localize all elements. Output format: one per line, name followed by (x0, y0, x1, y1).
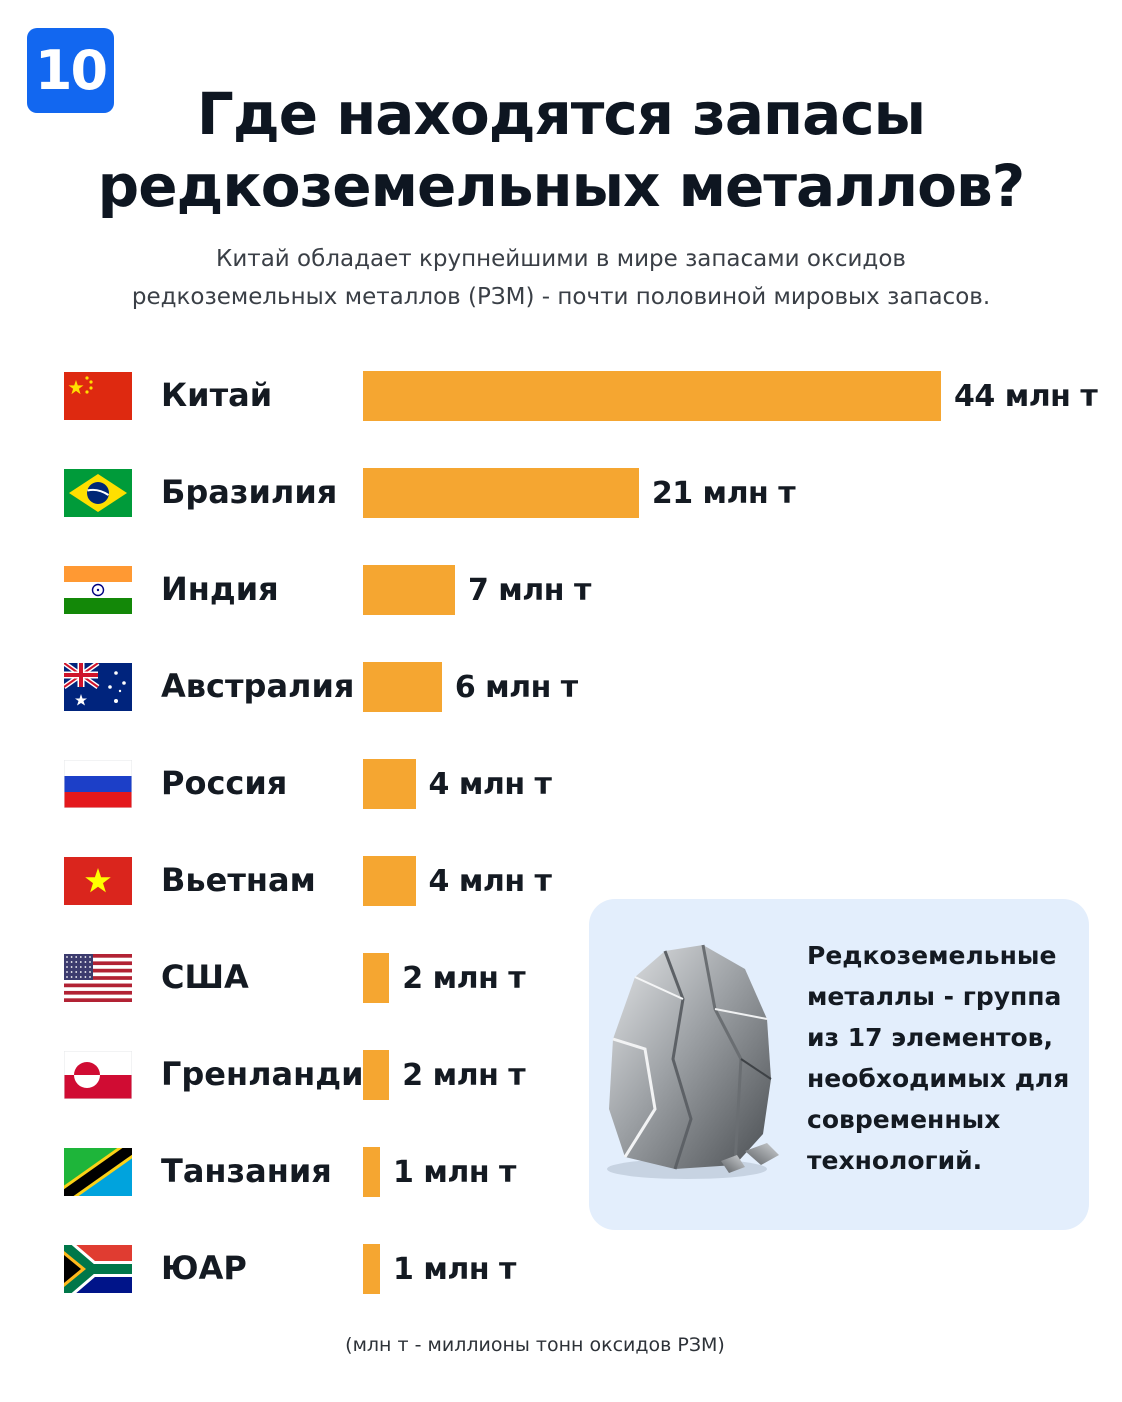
category-label: Россия (161, 764, 288, 802)
category-label: Вьетнам (161, 861, 316, 899)
page-title: Где находятся запасы редкоземельных мета… (0, 78, 1122, 222)
bar (363, 662, 442, 712)
usa-flag-icon (64, 954, 132, 1002)
slide-number-badge: 10 (27, 28, 114, 113)
category-label: Китай (161, 376, 273, 414)
category-label: ЮАР (161, 1249, 247, 1287)
value-label: 2 млн т (402, 961, 526, 996)
subtitle-line-1: Китай обладает крупнейшими в мире запаса… (216, 246, 906, 272)
category-label: США (161, 958, 249, 996)
south-africa-flag-icon (64, 1245, 132, 1293)
value-label: 21 млн т (651, 476, 796, 511)
australia-flag-icon (64, 663, 132, 711)
bar (363, 1244, 380, 1294)
title-line-2: редкоземельных металлов? (97, 152, 1026, 220)
bar (363, 856, 416, 906)
info-line: современных (807, 1105, 1001, 1134)
category-label: Индия (161, 570, 279, 608)
value-label: 6 млн т (454, 670, 578, 705)
title-line-1: Где находятся запасы (196, 80, 926, 148)
info-line: необходимых для (807, 1064, 1070, 1093)
footnote: (млн т - миллионы тонн оксидов РЗМ) (345, 1334, 725, 1356)
category-label: Танзания (161, 1152, 332, 1190)
category-label: Бразилия (161, 473, 338, 511)
india-flag-icon (64, 566, 132, 614)
category-label: Гренландия (161, 1055, 385, 1093)
category-label: Австралия (161, 667, 355, 705)
value-label: 4 млн т (428, 767, 552, 802)
vietnam-flag-icon (64, 857, 132, 905)
info-line: технологий. (807, 1146, 983, 1175)
china-flag-icon (64, 372, 132, 420)
greenland-flag-icon (64, 1051, 132, 1099)
bar (363, 1147, 380, 1197)
value-label: 1 млн т (393, 1252, 516, 1287)
value-label: 7 млн т (467, 573, 591, 608)
value-label: 4 млн т (428, 864, 552, 899)
bar (363, 371, 941, 421)
info-box: Редкоземельные металлы - группа из 17 эл… (589, 899, 1089, 1230)
info-line: Редкоземельные (807, 941, 1057, 970)
bar (363, 565, 455, 615)
rock-icon (607, 944, 779, 1179)
bar (363, 1050, 390, 1100)
russia-flag-icon (64, 760, 132, 808)
bar (363, 759, 416, 809)
bar (363, 953, 390, 1003)
info-line: из 17 элементов, (807, 1023, 1053, 1052)
page-subtitle: Китай обладает крупнейшими в мире запаса… (0, 240, 1122, 316)
info-line: металлы - группа (807, 982, 1062, 1011)
value-label: 1 млн т (393, 1155, 516, 1190)
tanzania-flag-icon (64, 1148, 132, 1196)
bar (363, 468, 639, 518)
subtitle-line-2: редкоземельных металлов (РЗМ) - почти по… (131, 284, 991, 310)
value-label: 44 млн т (954, 379, 1098, 414)
brazil-flag-icon (64, 469, 132, 517)
info-text: Редкоземельные металлы - группа из 17 эл… (807, 935, 1082, 1181)
value-label: 2 млн т (402, 1058, 526, 1093)
